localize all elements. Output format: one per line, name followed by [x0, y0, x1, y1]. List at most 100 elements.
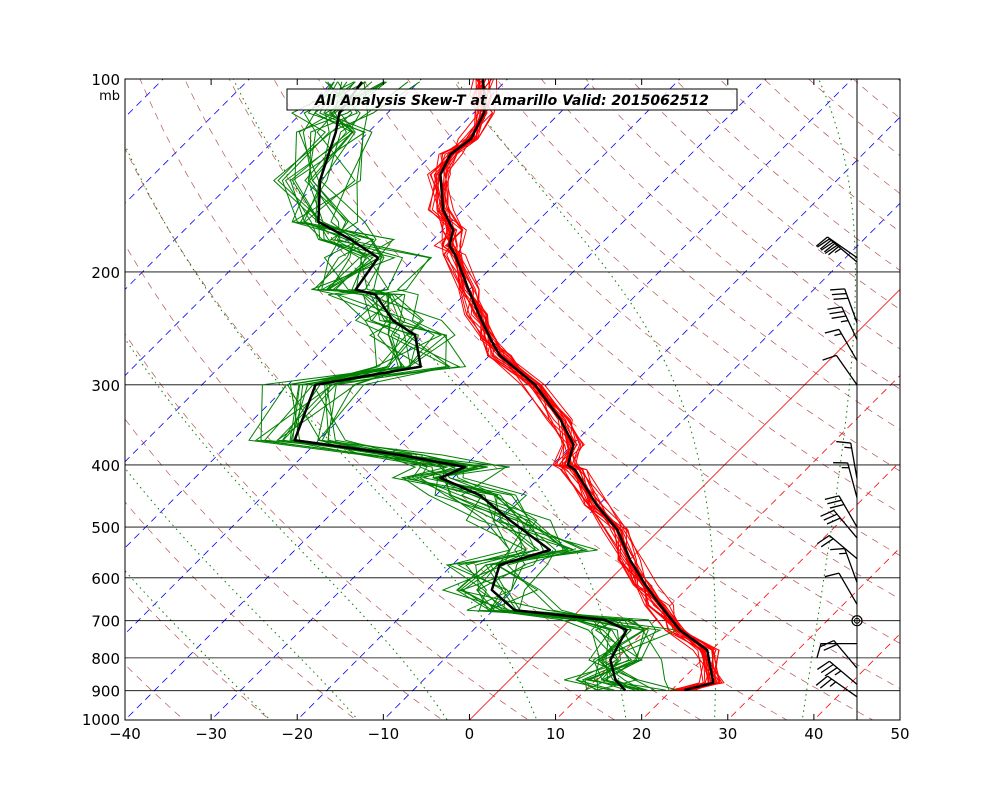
- wind-barb: [824, 328, 858, 361]
- isotherm-line: [210, 79, 853, 720]
- wind-barb: [824, 572, 858, 605]
- dry-adiabat-line: [407, 79, 900, 514]
- isotherm-line: [125, 79, 681, 635]
- y-tick-label: 200: [91, 264, 120, 282]
- ensemble-temperature-line: [440, 79, 710, 691]
- axes: −40 −30 −20 −10 0 10 20 30 40 50 100 200 300 400 500 60…: [82, 71, 910, 743]
- x-tick-label: −40: [109, 725, 141, 743]
- analysis-dewpoint-line: [293, 81, 628, 691]
- background-lines: [0, 65, 900, 734]
- y-tick-label: 1000: [82, 711, 120, 729]
- isotherm-line: [468, 288, 900, 720]
- isotherm-line: [125, 79, 509, 463]
- wind-barb: [815, 236, 858, 259]
- isotherm-line: [0, 65, 5, 734]
- ensemble-dewpoint-line: [290, 81, 635, 691]
- plot-frame: [124, 78, 901, 721]
- wind-barb: [816, 238, 858, 263]
- y-tick-label: 700: [91, 613, 120, 631]
- y-tick-label: 600: [91, 570, 120, 588]
- ensemble-temperature-line: [443, 79, 710, 691]
- y-tick-label: 800: [91, 650, 120, 668]
- dry-adiabat-line: [852, 79, 900, 119]
- dry-adiabat-line: [451, 79, 900, 472]
- y-unit-label: mb: [99, 89, 120, 104]
- ensemble-temperature-line: [438, 79, 720, 691]
- x-tick-label: 10: [546, 725, 565, 743]
- isotherm-line: [641, 461, 900, 720]
- wind-barb: [830, 288, 858, 323]
- isotherm-line: [0, 65, 91, 734]
- wind-barb: [816, 534, 858, 560]
- dry-adiabat-line: [897, 79, 900, 82]
- dry-adiabat-line: [674, 79, 900, 271]
- y-tick-label: 100: [91, 71, 120, 89]
- isotherm-line: [125, 79, 164, 118]
- ensemble-dewpoint-line: [289, 81, 670, 691]
- x-tick-label: 30: [718, 725, 737, 743]
- analysis-profiles: [293, 79, 715, 692]
- isotherm-line: [125, 79, 595, 549]
- isotherm-line: [382, 202, 900, 720]
- dry-adiabat-line: [228, 79, 900, 689]
- x-tick-label: 0: [465, 725, 475, 743]
- isotherm-line: [555, 374, 900, 720]
- dry-adiabat-line: [125, 664, 185, 720]
- wind-barb: [836, 440, 858, 479]
- isotherm-line: [125, 79, 250, 204]
- dry-adiabat-line: [317, 79, 900, 600]
- dry-adiabat-line: [496, 79, 900, 431]
- ensemble-dewpoint-line: [292, 81, 622, 691]
- x-tick-label: −20: [281, 725, 313, 743]
- x-tick-label: 40: [804, 725, 823, 743]
- isotherm-line: [727, 547, 900, 720]
- wind-barb: [830, 547, 858, 583]
- dry-adiabat-line: [125, 333, 530, 720]
- ensemble-dewpoint-line: [260, 81, 630, 691]
- y-tick-label: 500: [91, 519, 120, 537]
- ensemble-dewpoint-line: [291, 81, 610, 691]
- wind-barb: [824, 495, 858, 528]
- wind-barb: [815, 675, 858, 698]
- chart-title: All Analysis Skew-T at Amarillo Valid: 2…: [314, 93, 709, 109]
- calm-wind-circle: [851, 615, 863, 627]
- isotherm-line: [125, 79, 767, 720]
- dry-adiabat-line: [125, 147, 702, 720]
- wind-barb: [816, 660, 858, 685]
- wind-barb: [822, 354, 858, 386]
- x-tick-label: −10: [368, 725, 400, 743]
- ensemble-dewpoint-line: [311, 81, 662, 691]
- x-tick-label: 50: [890, 725, 909, 743]
- dry-adiabat-line: [184, 79, 874, 720]
- ensemble-dewpoint-line: [317, 81, 657, 691]
- dry-adiabat-line: [273, 79, 900, 644]
- x-tick-label: 20: [632, 725, 651, 743]
- wind-barbs: [815, 79, 863, 720]
- wind-barb: [833, 462, 858, 498]
- moist-adiabat-line: [801, 79, 856, 720]
- wind-barb: [820, 509, 858, 539]
- moist-adiabat-line: [125, 570, 271, 720]
- dry-adiabat-line: [808, 79, 900, 157]
- analysis-temperature-line: [439, 79, 715, 692]
- title-box: All Analysis Skew-T at Amarillo Valid: 2…: [286, 88, 738, 111]
- ensemble-dewpoint-line: [281, 81, 648, 691]
- isotherm-line: [296, 116, 900, 720]
- wind-barb: [827, 306, 858, 340]
- moist-adiabat-line: [125, 467, 359, 720]
- y-tick-label: 900: [91, 683, 120, 701]
- dry-adiabat-line: [125, 583, 271, 720]
- dry-adiabat-line: [763, 79, 900, 194]
- dry-adiabat-line: [125, 243, 616, 720]
- moist-adiabat-line: [125, 337, 448, 720]
- y-tick-label: 300: [91, 377, 120, 395]
- dry-adiabat-line: [139, 79, 788, 720]
- x-tick-label: −30: [195, 725, 227, 743]
- ensemble-dewpoint-line: [263, 81, 640, 691]
- wind-barb: [820, 639, 858, 669]
- moist-adiabat-line: [232, 79, 627, 720]
- y-tick-label: 400: [91, 457, 120, 475]
- calm-wind-circle: [854, 617, 860, 624]
- isotherm-line: [899, 719, 900, 720]
